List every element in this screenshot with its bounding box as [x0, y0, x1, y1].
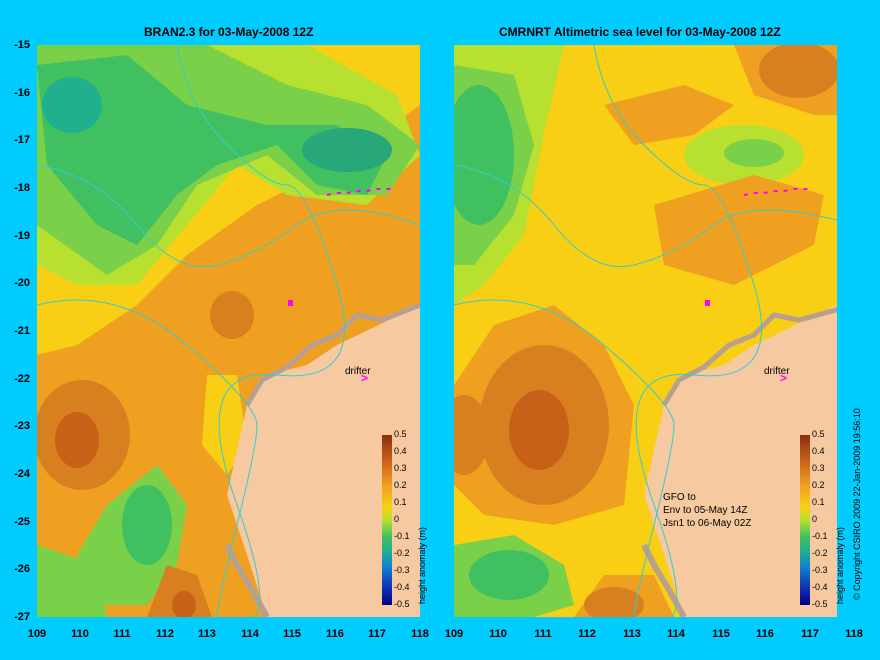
colorbar-tick: 0.2: [394, 480, 407, 490]
y-tick-label: -15: [14, 39, 30, 51]
y-tick-label: -17: [14, 134, 30, 146]
colorbar-tick: 0.2: [812, 480, 825, 490]
left-colorbar-scale: [382, 435, 392, 605]
colorbar-tick: -0.3: [394, 565, 410, 575]
x-tick-label: 112: [578, 628, 596, 640]
note-line: Env to 05-May 14Z: [663, 505, 748, 516]
x-tick-label: 116: [756, 628, 774, 640]
colorbar-tick: 0.3: [812, 463, 825, 473]
note-line: GFO to: [663, 492, 696, 503]
right-colorbar-scale: [800, 435, 810, 605]
x-tick-label: 111: [113, 628, 131, 640]
copyright-text: © Copyright CSIRO 2009 22-Jan-2009 19:56…: [852, 408, 862, 600]
colorbar-tick: -0.4: [812, 582, 828, 592]
colorbar-tick: -0.2: [812, 548, 828, 558]
x-tick-label: 113: [623, 628, 641, 640]
y-tick-label: -16: [14, 87, 30, 99]
x-tick-label: 111: [534, 628, 552, 640]
y-tick-label: -18: [14, 182, 30, 194]
x-tick-label: 109: [444, 628, 464, 640]
y-tick-label: -22: [14, 373, 30, 385]
x-tick-label: 118: [845, 628, 863, 640]
y-tick-label: -26: [14, 563, 30, 575]
colorbar-tick: -0.5: [394, 599, 410, 609]
colorbar-tick: 0.4: [812, 446, 825, 456]
colorbar-tick: -0.5: [812, 599, 828, 609]
y-tick-label: -23: [14, 420, 30, 432]
left-drifter-arrow-icon: >: [361, 371, 369, 385]
x-tick-label: 117: [368, 628, 386, 640]
colorbar-tick: 0: [394, 514, 400, 524]
x-tick-label: 112: [156, 628, 174, 640]
colorbar-tick: 0.1: [394, 497, 407, 507]
right-map-title: CMRNRT Altimetric sea level for 03-May-2…: [499, 25, 781, 39]
x-tick-label: 110: [489, 628, 507, 640]
colorbar-tick: -0.1: [812, 531, 828, 541]
colorbar-tick: 0.5: [394, 429, 407, 439]
x-tick-label: 118: [411, 628, 429, 640]
note-line: Jsn1 to 06-May 02Z: [663, 518, 752, 529]
x-tick-label: 114: [241, 628, 259, 640]
x-tick-label: 113: [198, 628, 216, 640]
colorbar-tick: -0.4: [394, 582, 410, 592]
y-tick-label: -27: [14, 611, 30, 623]
y-tick-label: -24: [14, 468, 30, 480]
colorbar-tick: -0.3: [812, 565, 828, 575]
colorbar-tick: 0: [812, 514, 818, 524]
colorbar-tick: 0.5: [812, 429, 825, 439]
left-drifter-label: drifter: [345, 366, 371, 377]
x-tick-label: 116: [326, 628, 344, 640]
right-drifter-label: drifter: [764, 366, 790, 377]
x-tick-label: 115: [712, 628, 730, 640]
colorbar-tick: -0.2: [394, 548, 410, 558]
x-tick-label: 114: [667, 628, 685, 640]
colorbar-title: height anomaly (m): [417, 526, 427, 604]
x-tick-label: 109: [27, 628, 47, 640]
colorbar-tick: 0.4: [394, 446, 407, 456]
right-drifter-arrow-icon: >: [780, 371, 788, 385]
colorbar-title: height anomaly (m): [835, 526, 845, 604]
x-tick-label: 115: [283, 628, 301, 640]
right-map: [454, 45, 837, 617]
left-map-title: BRAN2.3 for 03-May-2008 12Z: [144, 25, 314, 39]
left-map: [37, 45, 420, 617]
y-tick-label: -19: [14, 230, 30, 242]
colorbar-tick: -0.1: [394, 531, 410, 541]
y-tick-label: -20: [14, 277, 30, 289]
x-tick-label: 110: [71, 628, 89, 640]
colorbar-tick: 0.1: [812, 497, 825, 507]
y-tick-label: -25: [14, 516, 30, 528]
colorbar-tick: 0.3: [394, 463, 407, 473]
y-tick-label: -21: [14, 325, 30, 337]
x-tick-label: 117: [801, 628, 819, 640]
